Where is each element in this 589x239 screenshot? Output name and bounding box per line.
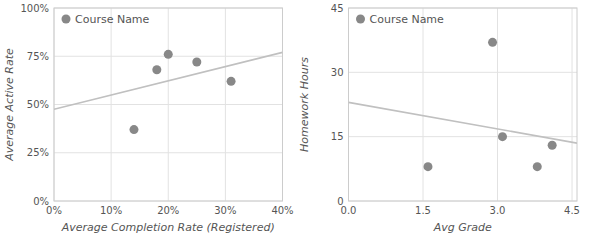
legend: Course Name [62, 13, 150, 26]
x-tick-label: 0% [46, 205, 62, 216]
scatter-point [423, 162, 432, 171]
x-tick-label: 10% [100, 205, 122, 216]
grid-line-y [54, 152, 283, 153]
legend-label: Course Name [75, 13, 150, 26]
grid-line-x [423, 8, 424, 201]
plot-frame [54, 8, 283, 201]
scatter-point [498, 132, 507, 141]
chart: 0.0 1.5 3.0 4.5 0 15 30 45 Avg Grade Homework Hou… [298, 3, 580, 235]
y-axis-label: Average Active Rate [3, 48, 16, 162]
grid-line-x [497, 8, 498, 201]
x-tick-label: 40% [271, 205, 293, 216]
x-tick-label: 3.0 [490, 205, 506, 216]
trend-line [54, 52, 283, 109]
x-axis-label: Avg Grade [433, 221, 492, 234]
scatter-point [227, 77, 236, 86]
legend-label: Course Name [370, 13, 445, 26]
grid-line-y [54, 104, 283, 105]
scatter-point [548, 141, 557, 150]
y-tick-label: 100% [20, 3, 49, 14]
y-tick-label: 50% [27, 99, 49, 110]
marks [349, 38, 578, 171]
scatter-point [129, 125, 138, 134]
scatter-point [152, 65, 161, 74]
x-tick-label: 1.5 [415, 205, 431, 216]
y-tick-label: 0% [33, 196, 49, 207]
x-tick-label: 0.0 [341, 205, 357, 216]
y-axis-label: Homework Hours [298, 57, 311, 152]
y-tick-label: 15 [331, 131, 344, 142]
grid-line-y [349, 72, 578, 73]
legend-marker [356, 15, 365, 24]
plot-frame [349, 8, 578, 201]
marks [54, 50, 283, 134]
scatter-point [533, 162, 542, 171]
scatter-point [488, 38, 497, 47]
y-tick-label: 45 [331, 3, 344, 14]
y-tick-label: 25% [27, 147, 49, 158]
figure: 0% 10% 20% 30% 40% 0% 25% 50% 75% 100% Average Com… [0, 0, 589, 239]
plot-background [54, 8, 283, 201]
x-tick-label: 4.5 [564, 205, 580, 216]
y-tick-label: 75% [27, 51, 49, 62]
plot-background [349, 8, 578, 201]
x-tick-label: 30% [214, 205, 236, 216]
grid-line-x [572, 8, 573, 201]
trend-line [349, 102, 578, 143]
x-axis-label: Average Completion Rate (Registered) [61, 221, 275, 234]
chart: 0% 10% 20% 30% 40% 0% 25% 50% 75% 100% Average Com… [3, 3, 294, 235]
y-tick-label: 30 [331, 67, 344, 78]
legend-marker [62, 15, 71, 24]
scatter-point [192, 58, 201, 67]
scatter-point [164, 50, 173, 59]
legend: Course Name [356, 13, 444, 26]
x-tick-label: 20% [157, 205, 179, 216]
y-tick-label: 0 [337, 196, 343, 207]
